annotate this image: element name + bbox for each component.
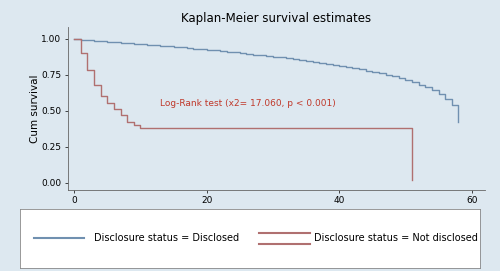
Y-axis label: Cum survival: Cum survival (30, 74, 40, 143)
Text: Disclosure status = Not disclosed: Disclosure status = Not disclosed (314, 234, 478, 243)
Text: Disclosure status = Disclosed: Disclosure status = Disclosed (94, 234, 238, 243)
Text: Log-Rank test (x2= 17.060, p < 0.001): Log-Rank test (x2= 17.060, p < 0.001) (160, 99, 336, 108)
Title: Kaplan-Meier survival estimates: Kaplan-Meier survival estimates (181, 12, 372, 25)
X-axis label: Time of follow up in months: Time of follow up in months (204, 211, 349, 221)
